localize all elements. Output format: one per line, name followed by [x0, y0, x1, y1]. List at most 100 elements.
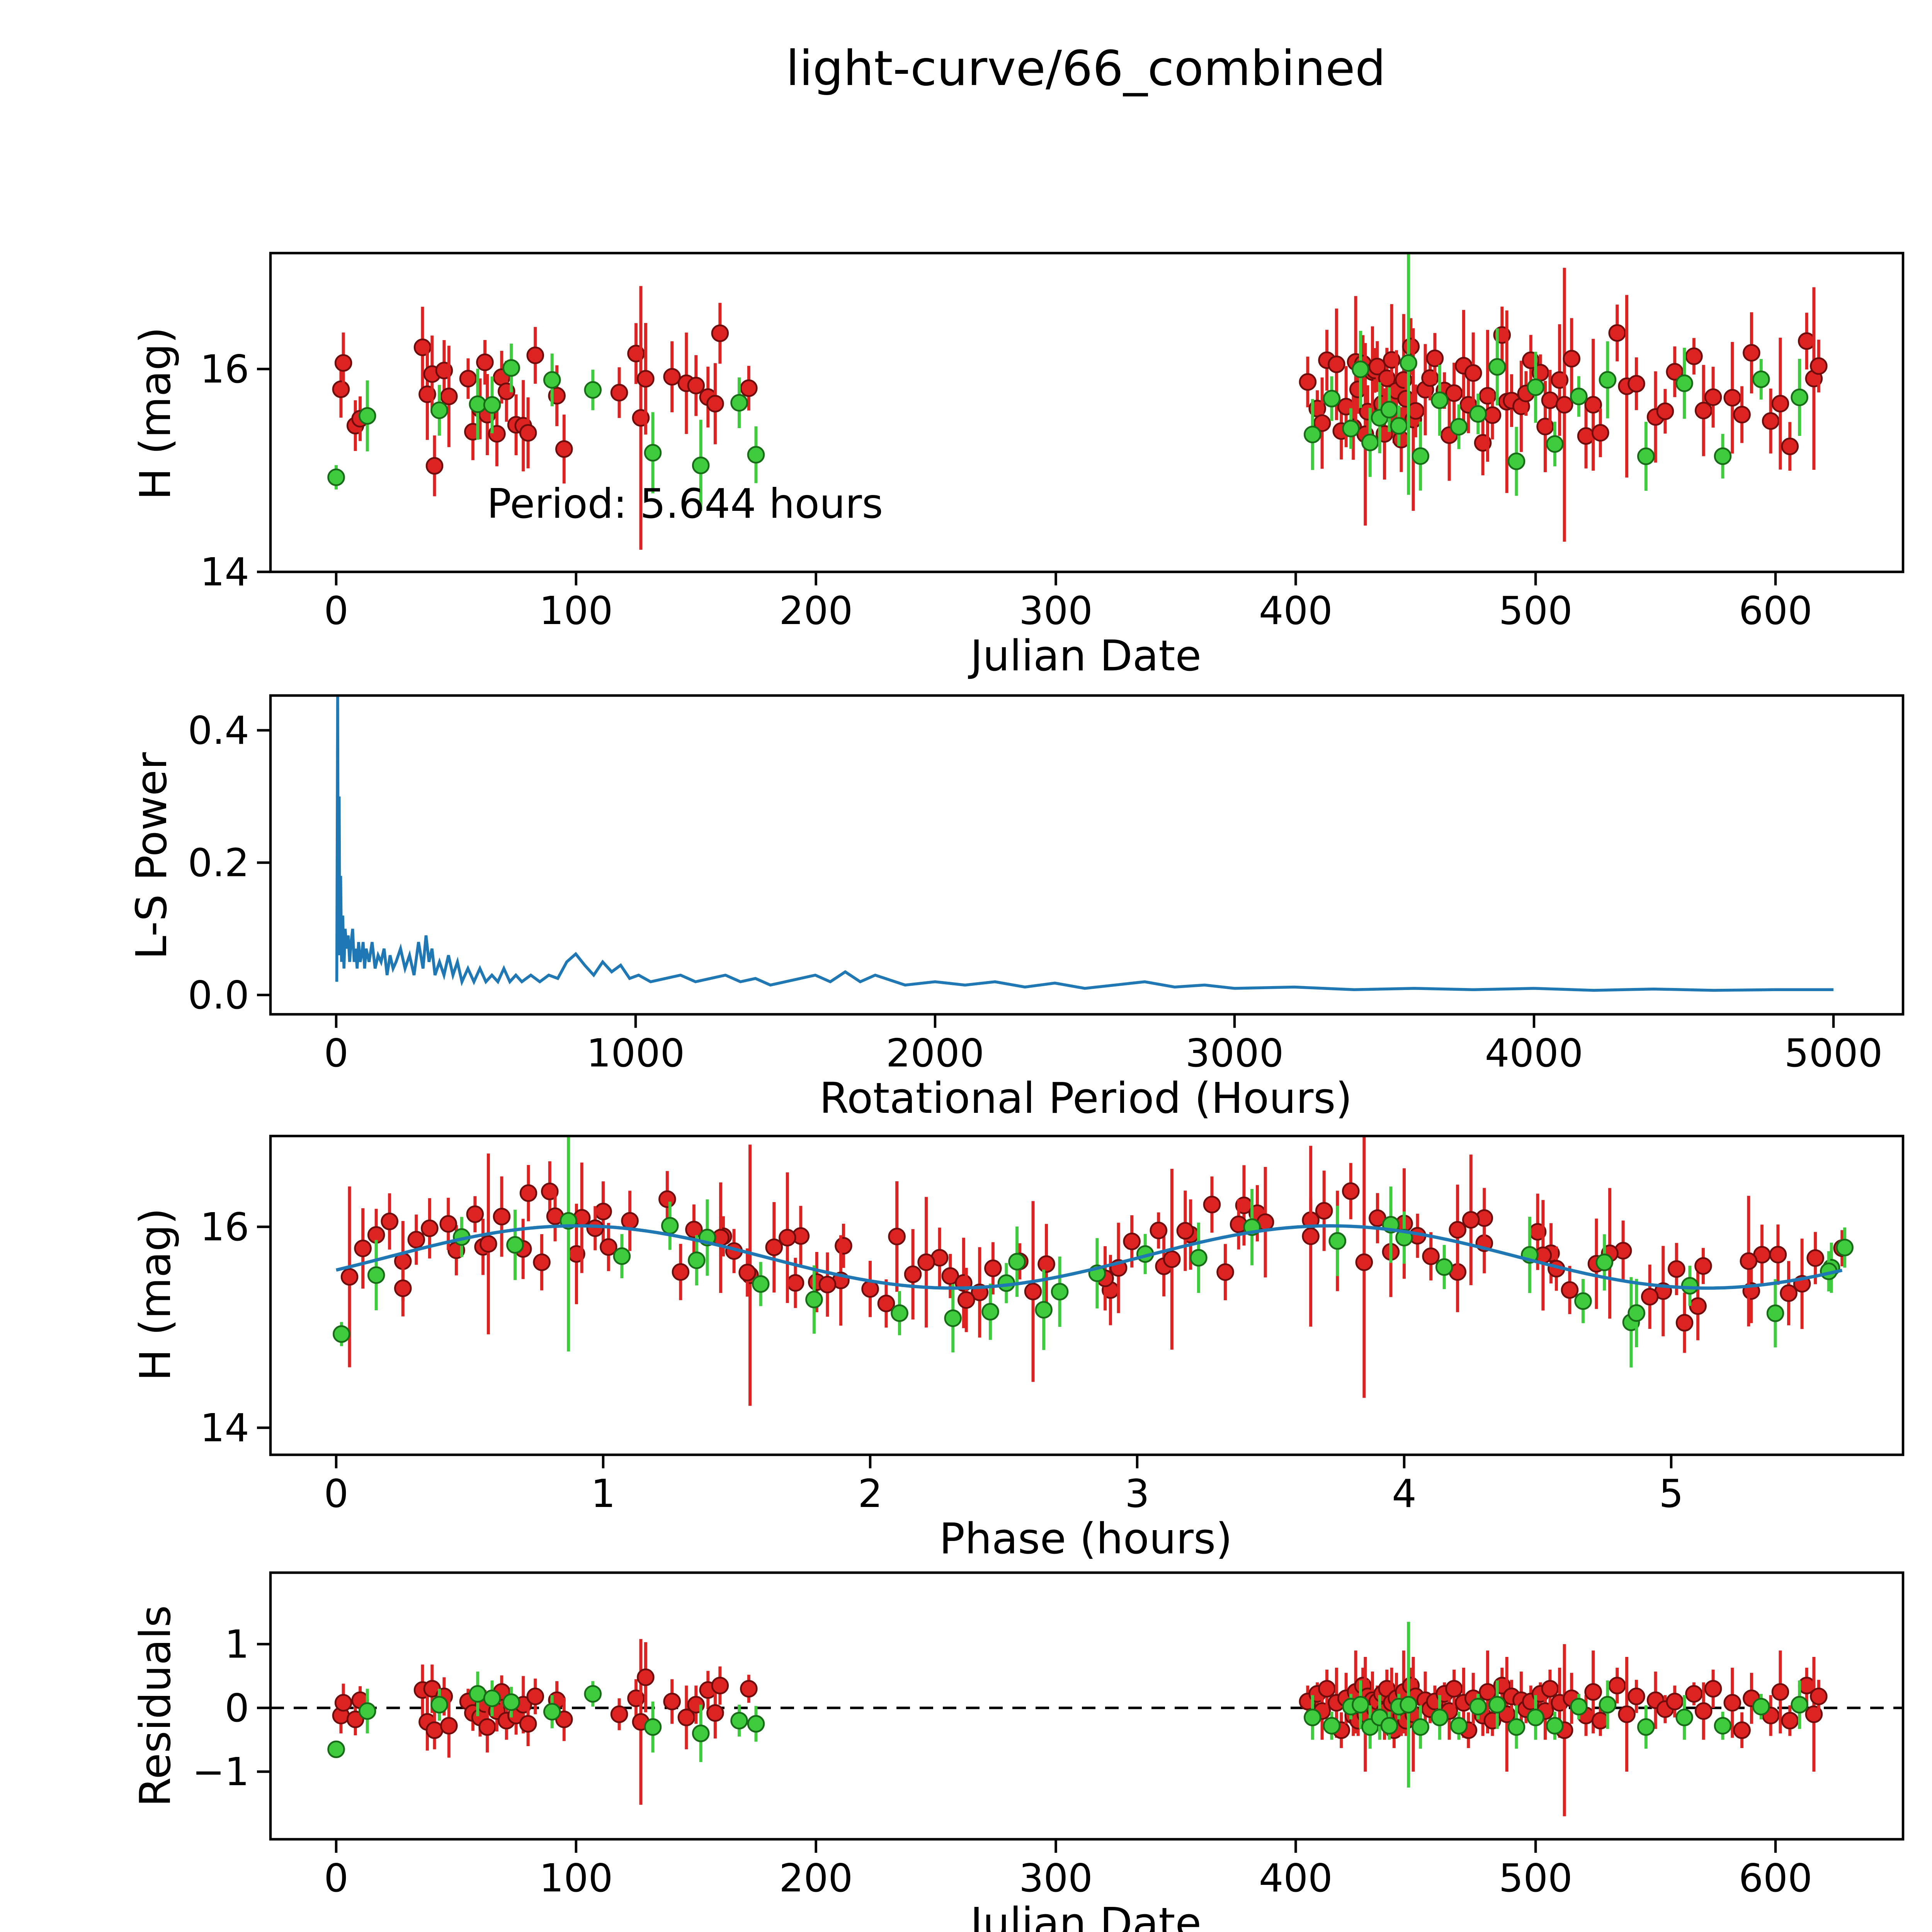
data-point-red: [779, 1229, 796, 1247]
x-tick-label: 0: [324, 1031, 349, 1076]
data-point-green: [1008, 1253, 1026, 1271]
data-point-green: [430, 401, 448, 419]
data-point-red: [1685, 347, 1703, 365]
data-point-red: [466, 1205, 484, 1223]
data-point-green: [644, 444, 662, 462]
data-point-green: [1546, 1717, 1564, 1735]
data-point-red: [1318, 1680, 1336, 1698]
data-point-red: [332, 380, 350, 398]
data-point-red: [459, 370, 477, 388]
data-point-red: [637, 1668, 655, 1686]
data-point-red: [407, 1231, 425, 1248]
panel-3-xlabel: Phase (hours): [939, 1514, 1233, 1563]
data-point-red: [738, 1264, 756, 1282]
data-point-red: [1695, 1702, 1713, 1720]
data-point-green: [1791, 388, 1808, 406]
y-tick-label: 0.4: [188, 708, 249, 753]
y-tick-label: 0.0: [188, 973, 249, 1018]
data-point-green: [1412, 1718, 1429, 1736]
data-point-red: [677, 1709, 696, 1726]
data-point-red: [1668, 1260, 1685, 1278]
data-point-green: [752, 1275, 770, 1293]
data-point-green: [469, 1685, 487, 1703]
data-point-green: [543, 371, 561, 389]
data-point-green: [1051, 1283, 1069, 1301]
data-point-green: [1527, 378, 1544, 396]
x-tick-label: 300: [1019, 588, 1093, 633]
sinusoid-fit-line: [336, 1224, 1843, 1290]
x-tick-label: 400: [1259, 588, 1333, 633]
x-tick-label: 400: [1259, 1855, 1333, 1901]
data-point-red: [904, 1265, 922, 1283]
data-point-red: [1422, 1247, 1440, 1265]
data-point-red: [1445, 384, 1463, 402]
data-point-red: [877, 1294, 895, 1313]
data-point-green: [688, 1251, 706, 1269]
panel-3-phased-lightcurve: 0 1 2 3 4 5 14 16 Phase (hours) H (mag): [131, 1134, 1905, 1563]
data-point-green: [1390, 417, 1408, 435]
data-point-red: [1723, 1694, 1742, 1712]
data-point-red: [1628, 375, 1645, 393]
x-tick-label: 4: [1392, 1471, 1417, 1516]
data-point-green: [661, 1217, 679, 1235]
data-point-red: [888, 1228, 906, 1245]
x-tick-label: 200: [779, 588, 853, 633]
data-point-red: [1541, 391, 1559, 409]
data-point-green: [1400, 1696, 1417, 1714]
data-point-green: [1400, 354, 1417, 372]
data-point-red: [476, 353, 494, 371]
data-point-green: [1836, 1238, 1854, 1257]
data-point-green: [1304, 1709, 1321, 1726]
panel-1-content: 0 100 200 300 400 500 600 14 16: [200, 252, 1905, 633]
data-point-green: [1190, 1249, 1208, 1267]
data-point-red: [1216, 1263, 1234, 1281]
data-point-red: [941, 1267, 959, 1285]
periodogram-line: [335, 696, 1833, 992]
data-point-red: [711, 324, 729, 342]
data-point-red: [711, 1677, 729, 1695]
data-point-red: [440, 1717, 458, 1735]
data-point-red: [421, 1219, 439, 1237]
data-point-green: [1435, 1258, 1453, 1276]
data-point-green: [1342, 420, 1360, 437]
data-point-green: [1546, 435, 1564, 453]
data-point-red: [1577, 427, 1595, 445]
panel-4-residuals: 0 100 200 300 400 500 600 −1 0 1 Julian Date Resi…: [131, 1571, 1905, 1932]
y-tick-label: −1: [192, 1749, 249, 1794]
data-point-red: [526, 346, 544, 364]
axes-spines: [269, 1571, 1905, 1841]
data-point-red: [493, 1208, 511, 1226]
panel-2-xlabel: Rotational Period (Hours): [819, 1073, 1352, 1123]
data-point-red: [765, 1238, 783, 1256]
data-point-red: [1407, 402, 1425, 420]
data-point-red: [1771, 1683, 1789, 1701]
x-tick-label: 2000: [886, 1031, 985, 1076]
data-point-red: [1368, 357, 1386, 376]
data-point-green: [358, 407, 376, 425]
data-point-green: [1628, 1304, 1645, 1322]
x-tick-label: 0: [324, 588, 349, 633]
data-point-green: [1570, 1697, 1588, 1716]
data-point-green: [692, 456, 710, 474]
data-point-red: [533, 1253, 551, 1271]
data-point-green: [1570, 388, 1588, 405]
panel-2-content: 0 1000 2000 3000 4000 5000 0.0 0.2 0.4: [188, 694, 1905, 1076]
data-point-red: [672, 1263, 690, 1281]
data-point-green: [327, 468, 345, 486]
x-tick-label: 1000: [587, 1031, 685, 1076]
data-point-green: [1752, 370, 1770, 388]
data-point-red: [519, 1184, 537, 1202]
y-tick-label: 14: [200, 549, 249, 595]
data-point-green: [1352, 361, 1369, 378]
data-point-red: [1402, 338, 1420, 355]
data-point-green: [1599, 371, 1617, 389]
data-point-red: [526, 1687, 544, 1706]
axes-spines: [269, 252, 1905, 573]
data-point-red: [1592, 1712, 1609, 1730]
data-point-green: [502, 359, 520, 377]
data-point-red: [1584, 396, 1602, 414]
panel-1-julian-lightcurve: 0 100 200 300 400 500 600 14 16 Period: 5.644 ho…: [131, 252, 1905, 680]
data-point-red: [480, 1235, 497, 1253]
data-point-green: [506, 1236, 524, 1254]
axes-spines: [269, 694, 1905, 1016]
